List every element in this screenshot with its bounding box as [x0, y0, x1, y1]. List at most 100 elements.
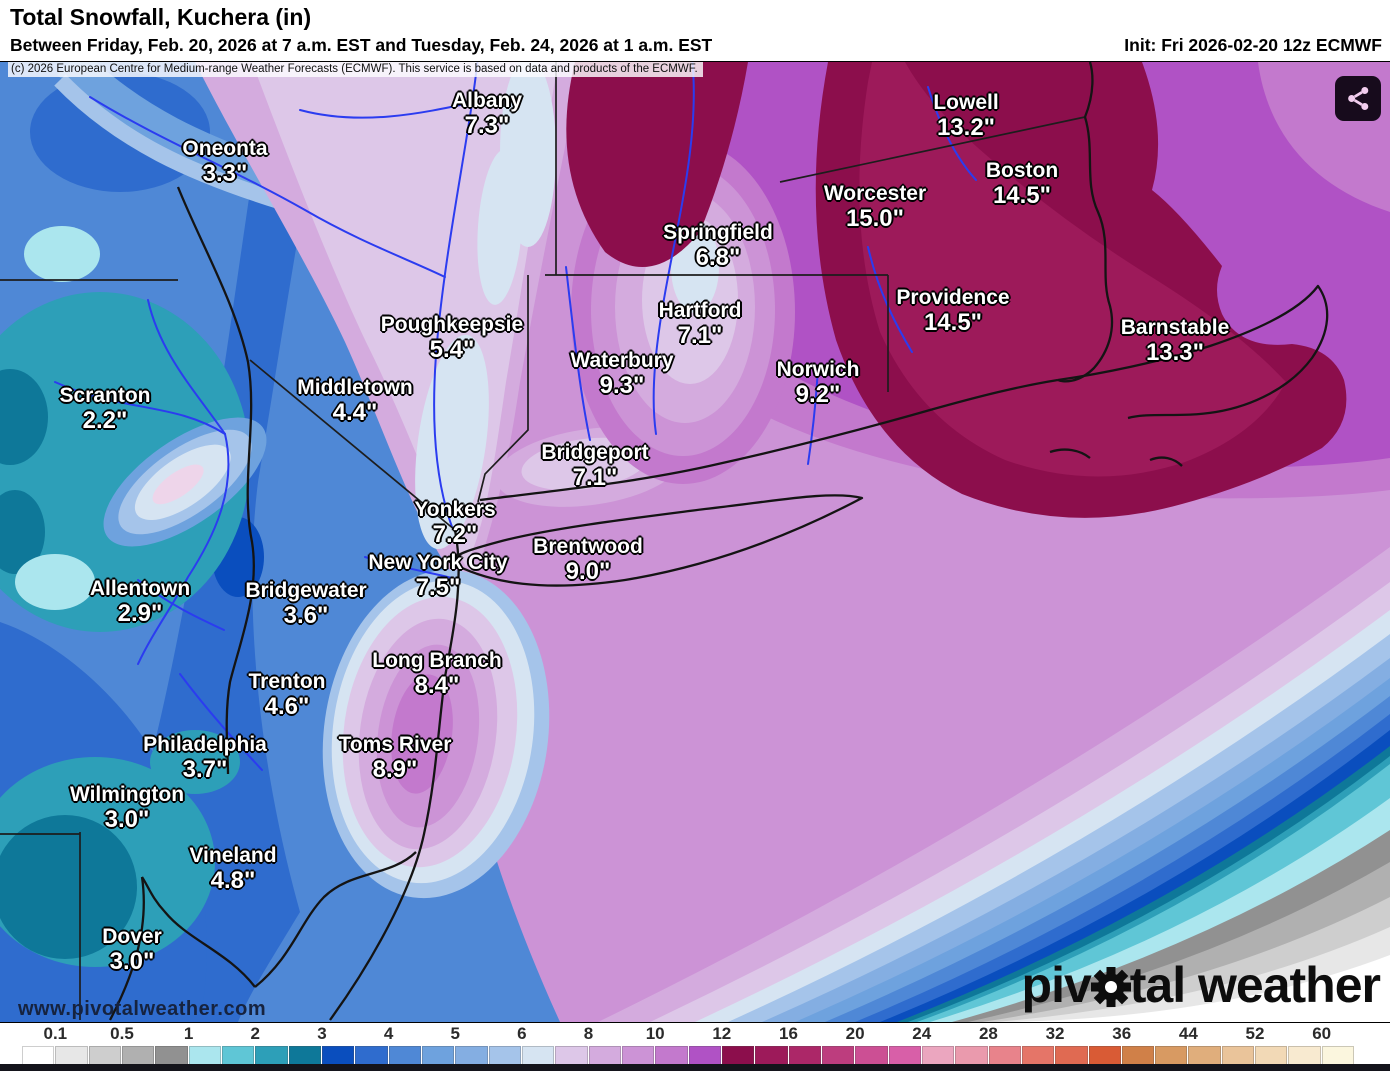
- city-name: Toms River: [338, 733, 452, 756]
- city-snowfall-value: 2.2": [82, 406, 128, 434]
- city-snowfall-value: 7.1": [572, 463, 618, 491]
- city-name: Poughkeepsie: [380, 313, 524, 336]
- city-label: Worcester 15.0": [824, 182, 926, 232]
- city-label: Trenton 4.6": [248, 670, 326, 720]
- city-name: Hartford: [658, 299, 742, 322]
- city-snowfall-value: 7.5": [415, 573, 461, 601]
- pivotal-weather-logo: piv tal weat: [1022, 956, 1381, 1014]
- colorbar-segment: [755, 1046, 788, 1065]
- share-button[interactable]: [1335, 76, 1381, 121]
- city-label: Waterbury 9.3": [570, 349, 674, 399]
- colorbar-tick: 16: [779, 1024, 798, 1043]
- colorbar-tick: 20: [845, 1024, 865, 1043]
- colorbar-tick: 8: [583, 1024, 594, 1043]
- city-name: Springfield: [663, 221, 773, 244]
- city-snowfall-value: 3.0": [109, 947, 155, 975]
- city-label: Vineland 4.8": [189, 844, 277, 894]
- colorbar: [22, 1046, 1355, 1065]
- city-name: Bridgewater: [245, 579, 367, 602]
- colorbar-segment: [455, 1046, 488, 1065]
- city-label: Scranton 2.2": [59, 384, 151, 434]
- colorbar-segment: [688, 1046, 721, 1065]
- colorbar-tick: 0.1: [43, 1024, 68, 1043]
- valid-period-label: Between Friday, Feb. 20, 2026 at 7 a.m. …: [10, 35, 713, 55]
- city-label: Norwich 9.2": [777, 358, 860, 408]
- colorbar-tick: 32: [1045, 1024, 1065, 1043]
- colorbar-segment: [1321, 1046, 1355, 1065]
- city-label: Lowell 13.2": [933, 91, 999, 141]
- city-snowfall-value: 2.9": [117, 599, 163, 627]
- city-snowfall-value: 3.7": [182, 755, 228, 783]
- city-label: Barnstable 13.3": [1120, 316, 1230, 366]
- colorbar-segment: [1288, 1046, 1321, 1065]
- rivers: [54, 62, 977, 771]
- city-name: Allentown: [89, 577, 191, 600]
- colorbar-segment: [855, 1046, 888, 1065]
- colorbar-segment: [1255, 1046, 1288, 1065]
- city-label: Springfield 6.8": [663, 221, 773, 271]
- colorbar-tick: 4: [383, 1024, 394, 1043]
- colorbar-segment: [88, 1046, 121, 1065]
- city-snowfall-value: 9.2": [795, 380, 841, 408]
- city-name: Lowell: [933, 91, 999, 114]
- city-label: Philadelphia 3.7": [143, 733, 267, 783]
- city-name: Trenton: [248, 670, 326, 693]
- city-label: Yonkers 7.2": [414, 498, 495, 548]
- subtitle-row: Between Friday, Feb. 20, 2026 at 7 a.m. …: [10, 35, 1382, 56]
- city-label: Middletown 4.4": [297, 376, 413, 426]
- colorbar-tick: 3: [317, 1024, 327, 1043]
- colorbar-segment: [588, 1046, 621, 1065]
- city-label: Dover 3.0": [102, 925, 162, 975]
- logo-text-suffix: tal weather: [1129, 957, 1381, 1013]
- city-snowfall-value: 9.3": [599, 371, 645, 399]
- colorbar-segment: [55, 1046, 88, 1065]
- city-name: Boston: [985, 159, 1059, 182]
- city-name: Wilmington: [69, 783, 185, 806]
- city-label: Allentown 2.9": [89, 577, 191, 627]
- colorbar-segment: [355, 1046, 388, 1065]
- colorbar-segment: [255, 1046, 288, 1065]
- colorbar-segment: [421, 1046, 455, 1065]
- city-name: Scranton: [59, 384, 151, 407]
- city-snowfall-value: 14.5": [992, 181, 1052, 209]
- colorbar-segment: [955, 1046, 988, 1065]
- city-snowfall-value: 3.0": [104, 805, 150, 833]
- colorbar-tick: 28: [978, 1024, 998, 1043]
- colorbar-segment: [155, 1046, 188, 1065]
- contour-map-graphic: [0, 62, 1390, 1022]
- city-name: Vineland: [189, 844, 277, 867]
- city-name: Waterbury: [570, 349, 674, 372]
- colorbar-segment: [621, 1046, 655, 1065]
- contour-bands-northeast: [566, 62, 1390, 518]
- city-name: Dover: [102, 925, 162, 948]
- city-snowfall-value: 4.8": [210, 866, 256, 894]
- city-name: Philadelphia: [143, 733, 267, 756]
- colorbar-tick: 2: [250, 1024, 260, 1043]
- city-snowfall-value: 5.4": [429, 335, 475, 363]
- colorbar-segment: [22, 1046, 55, 1065]
- copyright-notice: (c) 2026 European Centre for Medium-rang…: [8, 62, 703, 77]
- city-name: Barnstable: [1120, 316, 1230, 339]
- city-snowfall-value: 6.8": [695, 243, 741, 271]
- city-snowfall-value: 15.0": [845, 204, 905, 232]
- city-snowfall-value: 4.4": [332, 398, 378, 426]
- state-borders: [0, 62, 1086, 1020]
- colorbar-tick: 52: [1245, 1024, 1265, 1043]
- colorbar-segment: [221, 1046, 255, 1065]
- city-label: Oneonta 3.3": [182, 137, 267, 187]
- colorbar-tick: 10: [645, 1024, 665, 1043]
- share-icon: [1345, 85, 1372, 112]
- colorbar-segment: [721, 1046, 755, 1065]
- city-label: New York City 7.5": [368, 551, 508, 601]
- city-name: New York City: [368, 551, 508, 574]
- colorbar-segment: [1055, 1046, 1088, 1065]
- city-label: Hartford 7.1": [658, 299, 742, 349]
- colorbar-segment: [321, 1046, 355, 1065]
- city-label: Long Branch 8.4": [372, 649, 502, 699]
- city-label: Providence 14.5": [896, 286, 1009, 336]
- colorbar-tick: 24: [912, 1024, 932, 1043]
- city-snowfall-value: 13.2": [936, 113, 996, 141]
- city-snowfall-value: 9.0": [565, 557, 611, 585]
- city-label: Poughkeepsie 5.4": [380, 313, 524, 363]
- city-name: Middletown: [297, 376, 413, 399]
